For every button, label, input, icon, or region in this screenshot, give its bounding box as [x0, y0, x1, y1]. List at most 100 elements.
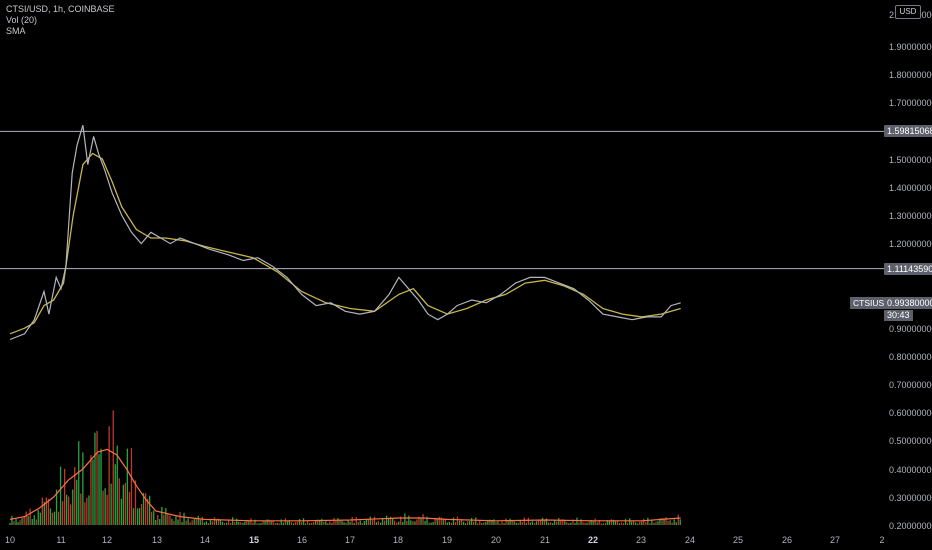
- volume-bar: [507, 521, 509, 525]
- time-axis-label: 16: [297, 535, 307, 545]
- volume-bar: [45, 497, 47, 525]
- volume-bar: [181, 522, 183, 525]
- volume-bar: [260, 523, 262, 525]
- volume-bar: [230, 523, 232, 525]
- volume-bar: [94, 432, 96, 525]
- volume-bar: [90, 455, 92, 525]
- volume-bar: [598, 520, 600, 525]
- volume-bar: [100, 448, 102, 525]
- volume-bar: [256, 523, 258, 525]
- volume-bar: [622, 523, 625, 525]
- volume-bar: [349, 521, 351, 525]
- volume-bar: [576, 517, 578, 525]
- volume-bar: [76, 479, 78, 525]
- volume-bar: [207, 523, 209, 525]
- volume-bar: [298, 519, 301, 525]
- volume-bar: [396, 522, 398, 525]
- volume-bar: [558, 517, 560, 525]
- volume-bar: [315, 519, 317, 525]
- volume-bar: [643, 518, 645, 525]
- volume-bar: [556, 521, 558, 525]
- volume-bar: [187, 518, 189, 525]
- volume-bar: [238, 521, 240, 525]
- hline-lower-price-tag: 1.11143590: [884, 263, 932, 275]
- volume-bar: [548, 522, 550, 525]
- volume-bar: [66, 494, 68, 525]
- volume-bar: [205, 521, 207, 525]
- volume-bar: [379, 522, 382, 525]
- volume-indicator-label[interactable]: Vol (20): [6, 15, 38, 25]
- volume-bar: [175, 516, 177, 525]
- volume-bar: [473, 521, 475, 525]
- volume-bar: [416, 519, 418, 525]
- price-axis-label: 0.50000000: [889, 436, 932, 446]
- volume-bar: [15, 519, 17, 525]
- currency-button[interactable]: USD: [895, 5, 921, 19]
- time-axis-label: 21: [540, 535, 550, 545]
- volume-bar: [410, 520, 412, 525]
- volume-bar: [211, 521, 214, 525]
- volume-bar: [232, 517, 234, 525]
- volume-bar: [464, 523, 467, 525]
- volume-bar: [499, 523, 501, 525]
- volume-bar: [390, 516, 392, 525]
- volume-bar: [539, 519, 542, 525]
- volume-bar: [428, 522, 430, 525]
- volume-bar: [657, 521, 659, 525]
- volume-bar: [606, 520, 608, 525]
- volume-bar: [226, 522, 228, 525]
- volume-bar: [521, 521, 523, 525]
- volume-bar: [359, 520, 361, 525]
- volume-bar: [307, 520, 309, 525]
- volume-bar: [313, 522, 315, 525]
- volume-bar: [373, 516, 376, 525]
- volume-bar: [361, 523, 363, 525]
- volume-bar: [568, 523, 570, 525]
- volume-bar: [130, 448, 133, 525]
- volume-bar: [153, 510, 155, 525]
- volume-bar: [142, 492, 145, 525]
- volume-bar: [420, 518, 422, 525]
- volume-bar: [582, 522, 584, 525]
- volume-bar: [88, 495, 90, 525]
- volume-bar: [444, 519, 446, 525]
- volume-bar: [286, 521, 288, 525]
- volume-bar: [629, 518, 631, 525]
- volume-bar: [586, 522, 588, 525]
- volume-bar: [489, 519, 491, 525]
- volume-bar: [487, 519, 489, 525]
- volume-bar: [608, 521, 610, 525]
- volume-bar: [317, 519, 319, 525]
- volume-bar: [159, 519, 161, 525]
- volume-bar: [649, 523, 651, 525]
- volume-bar: [481, 523, 483, 525]
- volume-bar: [80, 493, 82, 525]
- volume-bar: [663, 518, 665, 525]
- volume-bar: [173, 520, 175, 525]
- time-axis-label: 26: [782, 535, 792, 545]
- volume-bar: [483, 522, 485, 525]
- volume-bar: [572, 519, 574, 525]
- volume-bar: [323, 521, 325, 525]
- price-axis-label: 0.90000000: [889, 324, 932, 334]
- price-axis-label: 0.30000000: [889, 493, 932, 503]
- hline-upper-price-tag: 1.59815068: [884, 125, 932, 137]
- volume-bar: [57, 511, 60, 525]
- volume-bar: [475, 517, 477, 525]
- volume-bar: [248, 521, 250, 525]
- volume-bar: [250, 518, 252, 525]
- volume-bar: [626, 522, 629, 525]
- volume-bar: [189, 522, 191, 525]
- volume-bar: [240, 522, 242, 525]
- volume-bar: [661, 518, 663, 525]
- volume-bar: [641, 521, 643, 525]
- volume-bar: [406, 520, 408, 525]
- volume-bar: [262, 520, 264, 525]
- sma-indicator-label[interactable]: SMA: [6, 26, 26, 36]
- volume-bar: [106, 494, 108, 525]
- volume-bar: [566, 522, 568, 525]
- volume-bar: [337, 518, 339, 525]
- volume-bars: [9, 410, 681, 525]
- volume-bar: [369, 516, 371, 525]
